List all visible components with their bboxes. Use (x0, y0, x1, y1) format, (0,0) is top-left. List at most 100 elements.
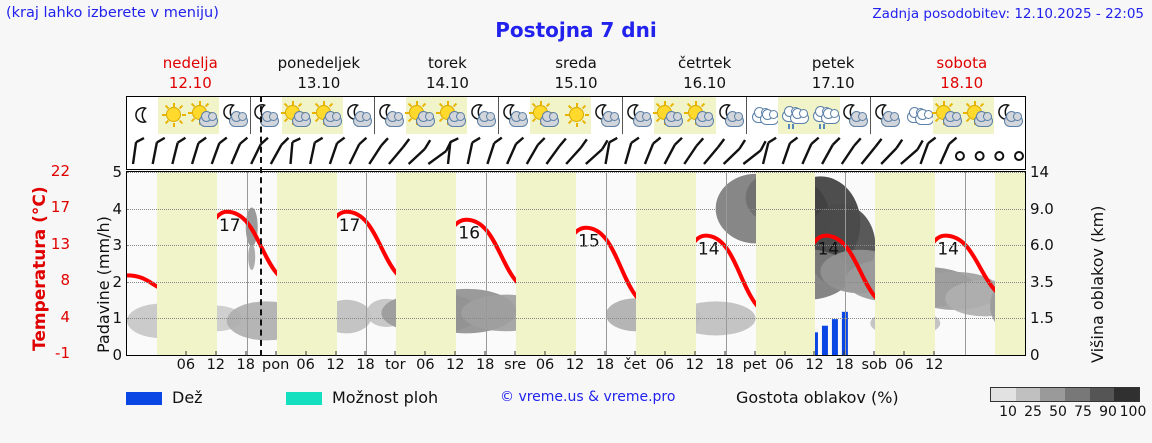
sky-icon-cell-12 (498, 97, 530, 134)
day-date: 18.10 (940, 74, 984, 92)
time-tick-11: sre (504, 357, 527, 373)
sun-cloud-icon (529, 100, 560, 130)
wind-barb-28 (683, 137, 705, 165)
cloud-icon (664, 110, 684, 127)
wind-barb-3 (190, 136, 207, 165)
cloud-icon (724, 110, 744, 127)
sun-icon (561, 102, 591, 130)
time-tick-mark-1 (215, 351, 217, 356)
temperature-label-7: 15 (578, 232, 600, 252)
sun-cloud-icon (653, 100, 684, 130)
temperature-tick-5: -1 (55, 344, 70, 362)
cloudheight-axis-ticks: 14 9.0 6.0 3.5 1.5 0 (1030, 163, 1064, 364)
time-tick-4: 06 (296, 357, 315, 373)
moon-cloud-icon (376, 102, 406, 130)
sun-ray (438, 117, 444, 122)
day-date: 12.10 (168, 74, 212, 92)
moon-cloud-icon (592, 102, 622, 130)
sky-icon-cell-20 (746, 97, 779, 134)
time-tick-mark-0 (185, 351, 187, 356)
sun-cloud-icon (932, 100, 963, 130)
sun-ray (187, 111, 192, 114)
day-header-2: torek 14.10 (383, 53, 512, 95)
sky-icon-cell-5 (281, 97, 313, 134)
cloud-density-tick-4: 90 (1099, 404, 1117, 420)
moon-icon (135, 106, 148, 123)
wind-barb-34 (801, 136, 820, 165)
cloud-icon (695, 110, 715, 127)
gridline-h-1 (127, 318, 1025, 320)
time-tick-21: 12 (805, 357, 824, 373)
cloud-icon (540, 110, 560, 127)
daylight-band-5 (755, 172, 816, 355)
wind-barb-17 (466, 136, 481, 165)
cloud-density-tick-3: 75 (1074, 404, 1092, 420)
rain-legend-label: Dež (172, 388, 203, 407)
cloud-density-legend-title: Gostota oblakov (%) (736, 388, 899, 407)
gridline-v-day-6 (845, 172, 847, 355)
sun-ray (943, 100, 946, 105)
temperature-axis-ticks: 22 17 13 8 4 -1 (34, 160, 70, 375)
precipitation-tick-3: 2 (112, 272, 122, 291)
time-tick-17: 12 (685, 357, 704, 373)
precipitation-tick-2: 3 (112, 236, 122, 255)
sun-ray (656, 117, 661, 122)
showers-legend-label: Možnost ploh (332, 388, 439, 407)
sun-ray (173, 102, 176, 107)
precipitation-axis-title: Padavine (mm/h) (74, 171, 113, 356)
moon-cloud-icon (872, 102, 902, 130)
wind-barb-25 (624, 136, 640, 165)
time-tick-20: 06 (775, 357, 794, 373)
time-tick-7: tor (385, 357, 406, 373)
sky-icon-cell-11 (467, 97, 498, 134)
sky-icon-cell-15 (591, 97, 622, 134)
temperature-label-3: 17 (339, 216, 361, 236)
time-tick-22: 18 (835, 357, 854, 373)
precipitation-tick-4: 1 (112, 309, 122, 328)
cloud-icon (790, 107, 810, 124)
sun-ray (582, 105, 587, 110)
time-tick-mark-24 (903, 351, 905, 356)
sun-ray (179, 119, 184, 124)
copyright-link[interactable]: © vreme.us & vreme.pro (500, 389, 676, 405)
time-tick-mark-20 (784, 351, 786, 356)
wind-barb-16 (446, 137, 459, 165)
time-tick-mark-8 (424, 351, 426, 356)
sun-ray (979, 103, 985, 108)
sky-icon-cell-9 (405, 97, 437, 134)
temperature-tick-1: 17 (50, 198, 70, 217)
cloud-density-tick-1: 25 (1024, 404, 1042, 420)
time-tick-1: 12 (206, 357, 226, 373)
wind-barb-37 (860, 138, 883, 165)
day-header-0: nedelja 12.10 (126, 53, 255, 95)
sun-ray (204, 103, 210, 108)
rain-bar-5 (841, 311, 848, 355)
time-tick-mark-5 (335, 351, 337, 356)
wind-barb-14 (407, 139, 432, 165)
time-tick-mark-16 (664, 351, 666, 356)
sky-icon-cell-19 (716, 97, 747, 134)
sky-icon-cell-13 (529, 97, 561, 134)
cloud-density-blob-4 (248, 243, 256, 270)
cloud-icon (943, 110, 963, 127)
cloud-density-colorbar (990, 387, 1140, 402)
wind-barb-24 (604, 136, 618, 165)
gridline-h-5 (127, 172, 1025, 173)
wind-barb-22 (565, 138, 588, 165)
wind-barb-8 (289, 137, 301, 165)
rain-bar-4 (831, 319, 838, 355)
sun-ray (546, 103, 551, 108)
cloud-icon (632, 110, 652, 127)
wind-barb-41 (939, 136, 958, 165)
sky-icon-cell-2 (187, 97, 220, 134)
daylight-band-0 (156, 172, 217, 355)
moon-cloud-icon (624, 102, 654, 130)
cloud-density-swatch-2 (1040, 388, 1066, 401)
cloud-density-legend: Gostota oblakov (%) 10 25 50 75 90 100 (736, 386, 1146, 430)
wind-barb-36 (840, 137, 862, 165)
cloud-density-swatch-5 (1114, 388, 1140, 401)
sky-icon-cell-6 (311, 97, 344, 134)
rain-streak (788, 123, 791, 129)
sky-icon-cell-8 (374, 97, 406, 134)
rain-streak (823, 123, 825, 129)
